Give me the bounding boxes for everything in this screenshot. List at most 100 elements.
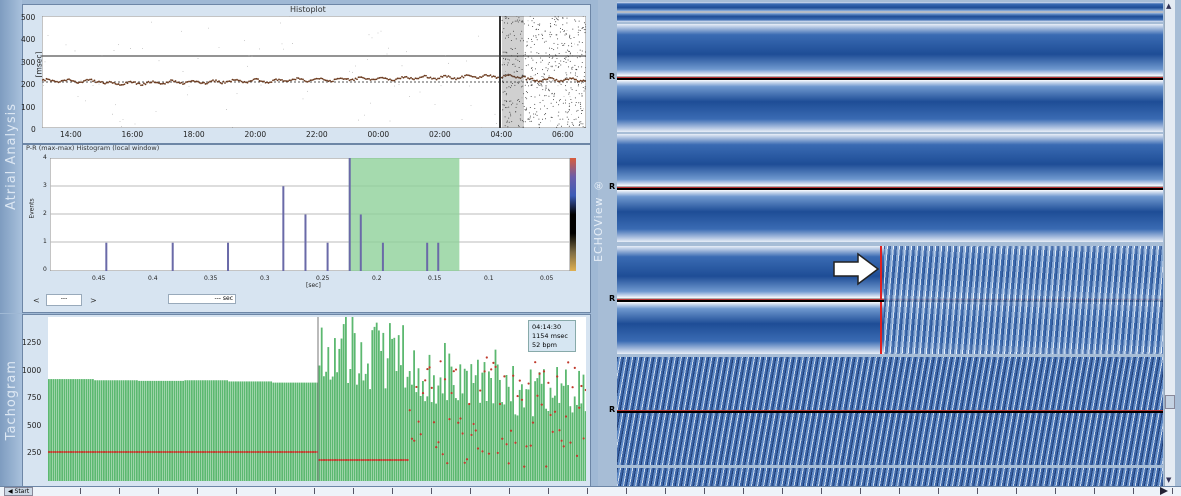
histoplot-chart[interactable]: [42, 16, 586, 128]
tachogram-point: [374, 459, 376, 461]
histoplot-point: [454, 77, 456, 79]
tachogram-bar: [292, 383, 294, 481]
histoplot-noise-point: [555, 55, 556, 56]
histoplot-noise-point: [533, 18, 534, 19]
tachogram-point: [110, 451, 112, 453]
histoplot-noise-point: [545, 87, 546, 88]
tachogram-point: [475, 429, 477, 431]
histoplot-noise-point: [538, 29, 539, 30]
histoplot-noise-point: [550, 26, 551, 27]
histoplot-noise-point: [530, 47, 531, 48]
tachogram-bar: [468, 404, 470, 481]
tachogram-point: [470, 434, 472, 436]
tachogram-bar: [345, 317, 347, 481]
tachogram-bar: [180, 381, 182, 481]
histoplot-noise-point: [549, 48, 550, 49]
tachogram-bar: [517, 415, 519, 481]
tachogram-y-tick: 250: [27, 448, 41, 457]
histoplot-noise-point: [539, 127, 540, 128]
histogram-chart[interactable]: [50, 158, 570, 271]
tachogram-point: [299, 451, 301, 453]
histoplot-point: [425, 75, 427, 77]
tachogram-bar: [59, 379, 61, 481]
histoplot-scatter-point: [307, 91, 308, 92]
histoplot-scatter-point: [81, 80, 82, 81]
histoplot-noise-point: [557, 38, 558, 39]
histoplot-noise-point: [525, 121, 526, 122]
tachogram-point: [257, 451, 259, 453]
histoplot-point: [283, 80, 285, 82]
histoplot-noise-point: [536, 62, 537, 63]
tachogram-bar: [453, 385, 455, 481]
histoplot-noise-point: [573, 125, 574, 126]
tachogram-point: [446, 462, 448, 464]
tachogram-chart[interactable]: [48, 317, 586, 481]
echo-strip[interactable]: [617, 2, 1163, 22]
histoplot-point: [263, 81, 265, 83]
histoplot-point: [436, 79, 438, 81]
echoview-scrollbar[interactable]: [1164, 0, 1175, 486]
ruler-tick: [977, 488, 978, 494]
tachogram-bar: [261, 381, 263, 481]
tachogram-bar: [246, 381, 248, 481]
tachogram-bar: [272, 383, 274, 481]
histoplot-noise-point: [546, 67, 547, 68]
histogram-x-tick: 0.15: [428, 275, 441, 282]
scroll-down-icon[interactable]: ▼: [1166, 476, 1171, 484]
histogram-x-tick: 0.45: [92, 275, 105, 282]
tachogram-point: [57, 451, 59, 453]
histoplot-noise-point: [541, 85, 542, 86]
tachogram-bar: [72, 379, 74, 481]
tachogram-bar: [352, 317, 354, 481]
histoplot-point: [257, 78, 259, 80]
histogram-highlight-band: [349, 158, 460, 271]
histoplot-point: [331, 81, 333, 83]
tachogram-bar: [248, 381, 250, 481]
tachogram-bar: [266, 381, 268, 481]
histogram-title: P-R (max-max) Histogram (local window): [26, 144, 159, 152]
tachogram-point: [105, 451, 107, 453]
histoplot-scatter-point: [381, 31, 382, 32]
histogram-scroll-right-button[interactable]: >: [90, 296, 97, 305]
histoplot-scatter-point: [495, 114, 496, 115]
echo-strip[interactable]: [617, 468, 1163, 486]
tachogram-point: [202, 451, 204, 453]
histogram-scroll-field[interactable]: ---: [46, 294, 82, 306]
tachogram-point: [376, 459, 378, 461]
histoplot-title: Histoplot: [290, 5, 326, 14]
play-right-icon[interactable]: [1160, 487, 1168, 495]
histoplot-noise-point: [552, 57, 553, 58]
tachogram-point: [259, 451, 261, 453]
tachogram-bar: [94, 380, 96, 481]
tachogram-point: [275, 451, 277, 453]
echoview-scroll-thumb[interactable]: [1165, 395, 1175, 409]
histoplot-point: [308, 80, 310, 82]
tachogram-bar: [217, 380, 219, 481]
tachogram-point: [514, 442, 516, 444]
histoplot-point: [197, 81, 199, 83]
histoplot-point: [352, 78, 354, 80]
histoplot-noise-point: [552, 58, 553, 59]
histoplot-noise-point: [546, 85, 547, 86]
histoplot-point: [553, 78, 555, 80]
histoplot-noise-point: [532, 20, 533, 21]
histoplot-noise-point: [533, 35, 534, 36]
histoplot-noise-point: [528, 85, 529, 86]
histoplot-noise-point: [582, 42, 583, 43]
histoplot-noise-point: [559, 82, 560, 83]
tachogram-point: [143, 451, 145, 453]
ruler-tick: [548, 488, 549, 494]
histoplot-noise-point: [543, 77, 544, 78]
tachogram-point: [435, 446, 437, 448]
histoplot-scatter-point: [462, 119, 463, 120]
scroll-up-icon[interactable]: ▲: [1166, 2, 1171, 10]
histoplot-point: [275, 78, 277, 80]
histoplot-noise-point: [570, 72, 571, 73]
histoplot-noise-point: [563, 31, 564, 32]
histogram-sec-field[interactable]: --- sec: [168, 294, 236, 304]
histoplot-y-tick: 0: [31, 125, 36, 134]
histoplot-point: [401, 76, 403, 78]
histoplot-noise-point: [536, 111, 537, 112]
histoplot-noise-point: [554, 70, 555, 71]
histogram-scroll-left-button[interactable]: <: [33, 296, 40, 305]
